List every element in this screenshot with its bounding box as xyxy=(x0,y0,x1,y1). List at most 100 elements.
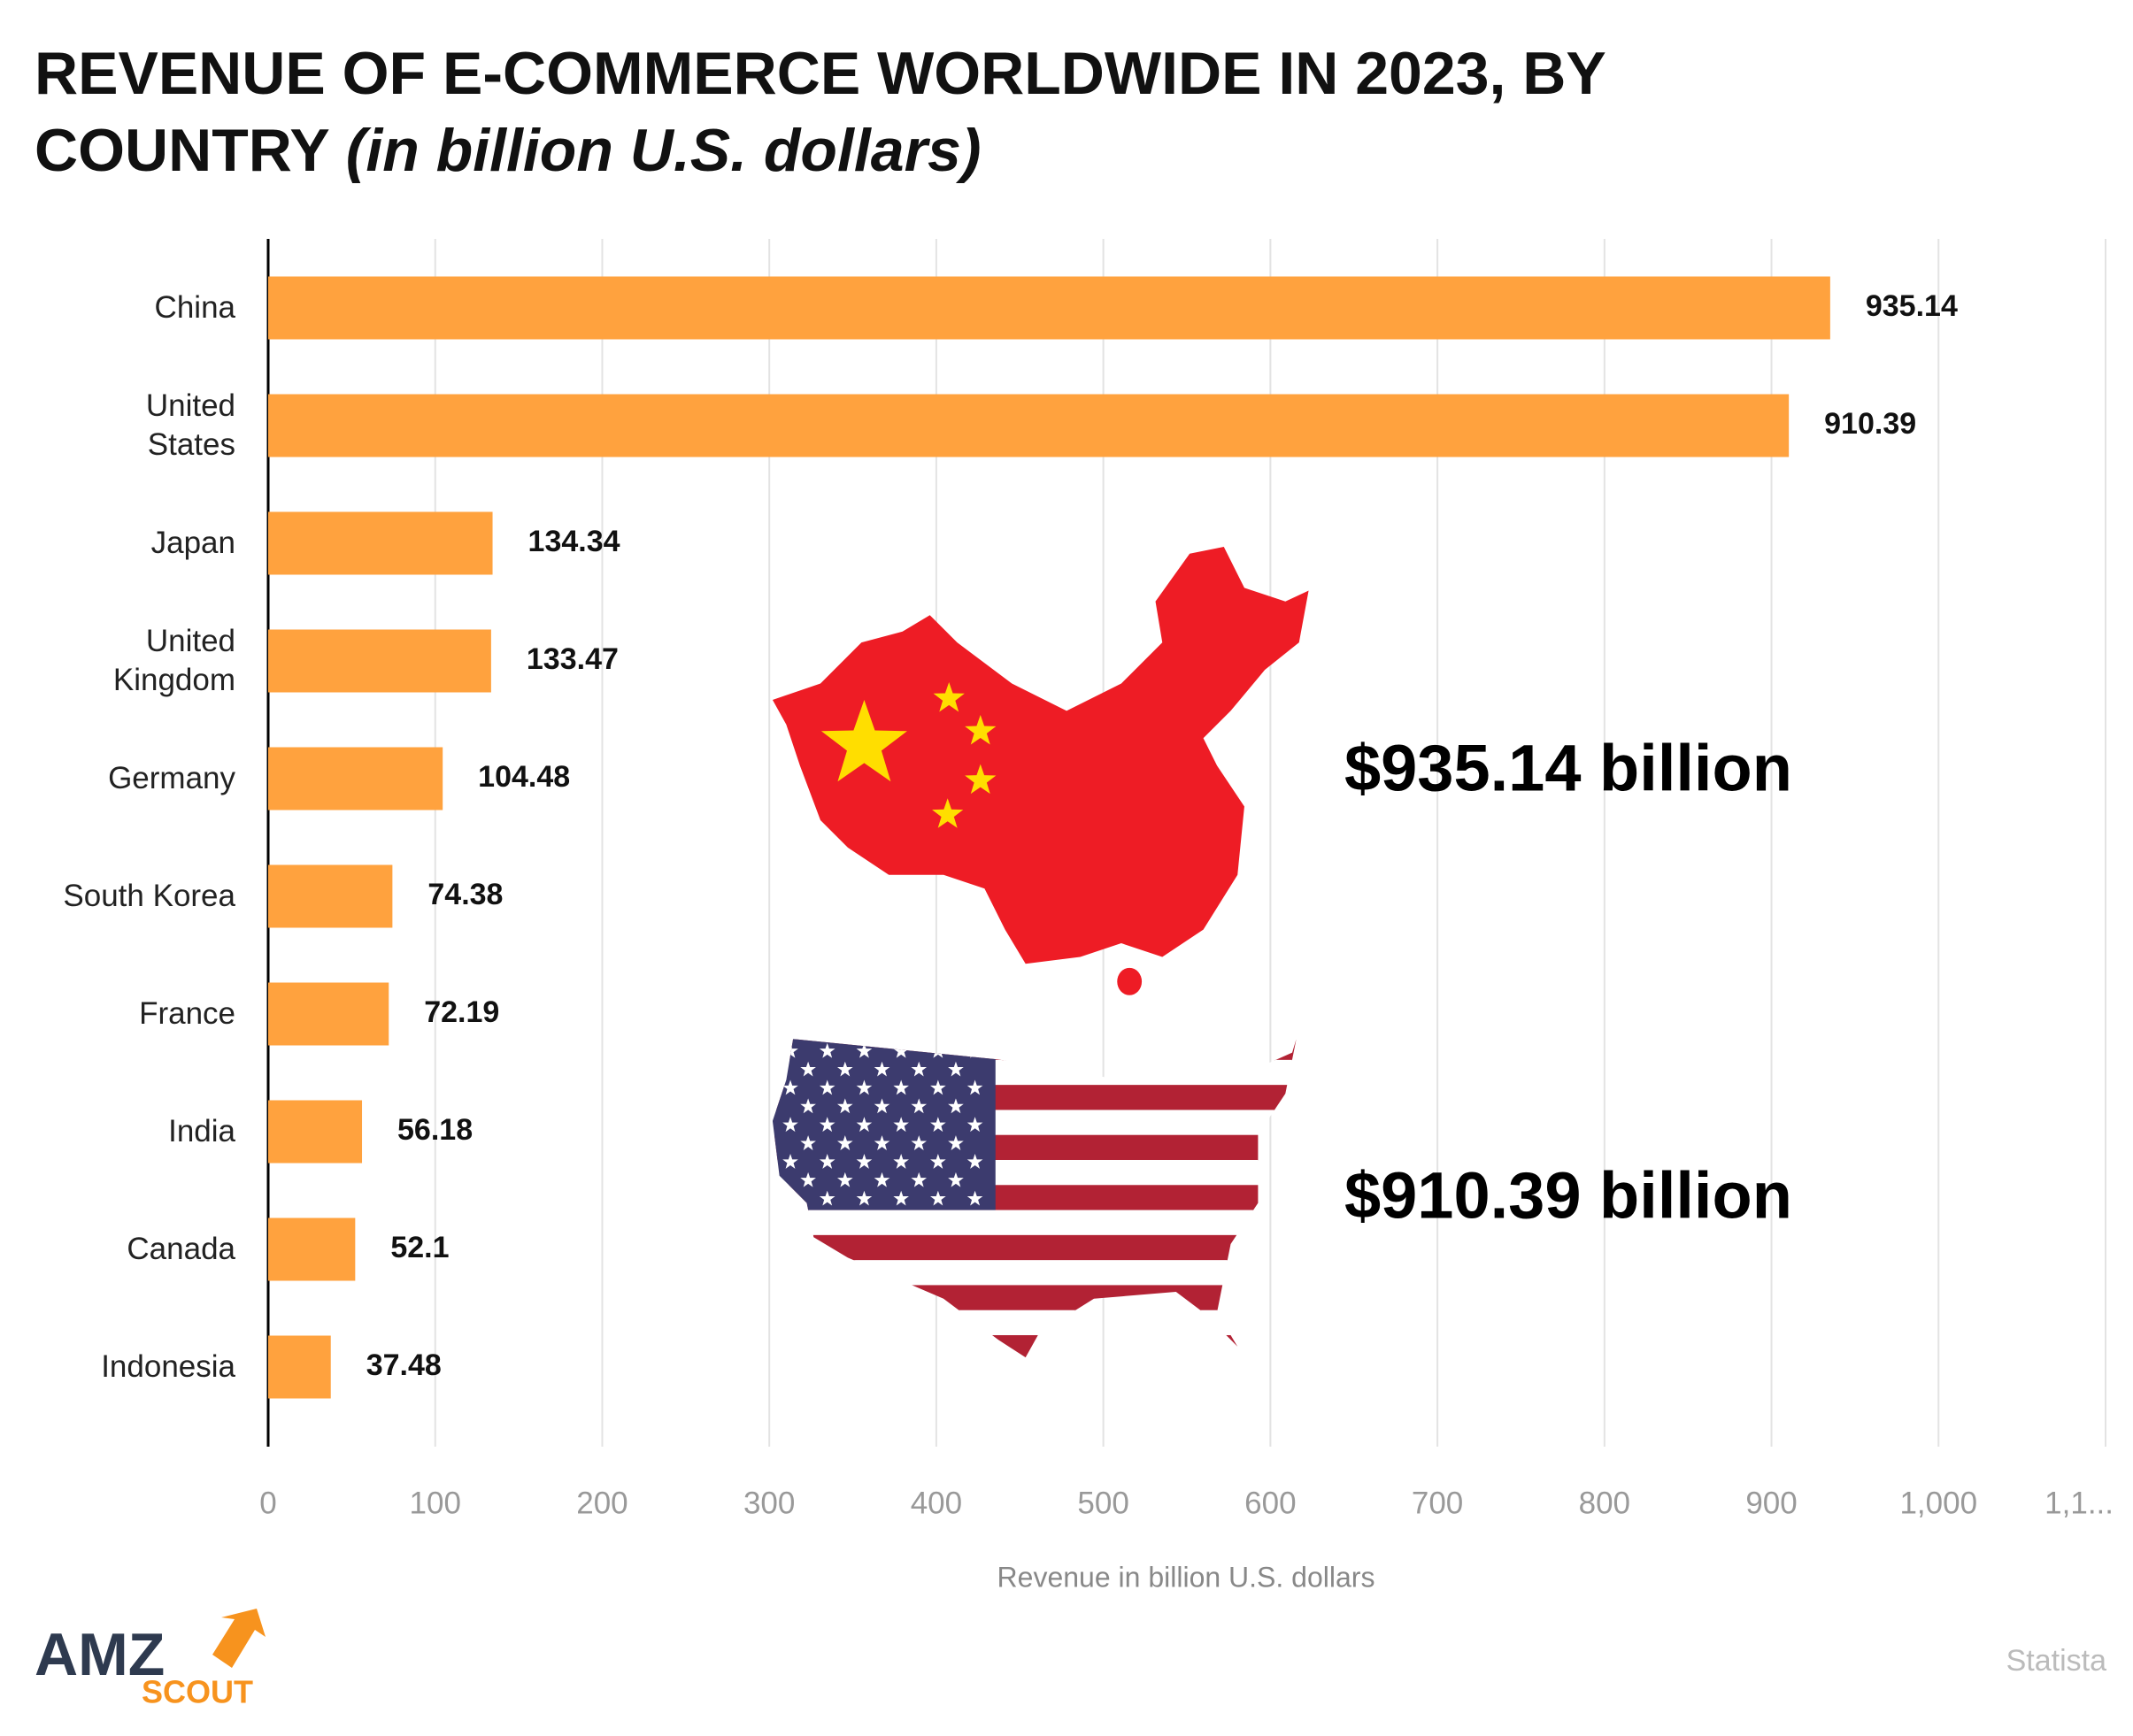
bar xyxy=(268,982,389,1046)
logo-amz: AMZ xyxy=(35,1621,165,1688)
flag-star xyxy=(800,1098,816,1114)
flag-star xyxy=(819,1117,835,1133)
flag-star xyxy=(930,1117,946,1133)
flag-star xyxy=(782,1117,798,1133)
flag-star xyxy=(800,1061,816,1077)
value-label: 74.38 xyxy=(427,878,503,911)
flag-star xyxy=(837,1061,853,1077)
x-tick-label: 0 xyxy=(259,1486,276,1520)
flag-star xyxy=(893,1042,909,1058)
logo-scout: SCOUT xyxy=(142,1674,253,1710)
hainan xyxy=(1117,967,1143,995)
annotation: $935.14 billion xyxy=(1344,732,1792,805)
x-tick-label: 100 xyxy=(410,1486,461,1520)
bar xyxy=(268,1100,363,1164)
flag-star xyxy=(911,1171,928,1187)
bar xyxy=(268,629,491,693)
flag-star xyxy=(911,1098,928,1114)
logo-arrow xyxy=(212,1609,266,1668)
flag-star xyxy=(893,1079,909,1095)
flag-star xyxy=(800,1171,816,1187)
x-tick-label: 900 xyxy=(1745,1486,1797,1520)
y-tick-label: Japan xyxy=(150,526,235,560)
flag-star xyxy=(874,1171,890,1187)
flag-star xyxy=(930,1153,946,1169)
x-tick-label: 600 xyxy=(1244,1486,1296,1520)
value-label: 52.1 xyxy=(390,1231,449,1264)
flag-star xyxy=(819,1190,835,1206)
bar xyxy=(268,511,493,575)
flag-star xyxy=(819,1153,835,1169)
title-note: (in billion U.S. dollars) xyxy=(345,117,982,184)
y-tick-label: India xyxy=(168,1114,235,1148)
value-label: 104.48 xyxy=(478,760,570,794)
flag-star xyxy=(856,1153,873,1169)
y-tick-label: China xyxy=(154,290,235,325)
stripe xyxy=(772,1260,1297,1287)
star xyxy=(932,798,964,828)
flag-star xyxy=(966,1153,983,1169)
flag-star xyxy=(819,1042,835,1058)
value-label: 134.34 xyxy=(528,525,620,558)
bar xyxy=(268,276,1830,340)
x-tick-label: 200 xyxy=(576,1486,628,1520)
star xyxy=(933,681,965,712)
bar xyxy=(268,394,1790,457)
x-tick-label: 800 xyxy=(1579,1486,1630,1520)
flag-star xyxy=(930,1079,946,1095)
y-tick-label: Canada xyxy=(127,1232,235,1266)
flag-star xyxy=(782,1153,798,1169)
stripe xyxy=(772,1310,1297,1336)
flag-star xyxy=(966,1042,983,1058)
us-flag xyxy=(772,1039,1297,1358)
y-tick-label: United States xyxy=(145,388,235,462)
value-label: 935.14 xyxy=(1866,289,1958,323)
y-tick-label: France xyxy=(139,996,235,1031)
x-tick-label: 700 xyxy=(1412,1486,1463,1520)
us-map xyxy=(772,1039,1297,1358)
flag-star xyxy=(874,1135,890,1150)
flag-star xyxy=(856,1042,873,1058)
flag-star xyxy=(837,1098,853,1114)
bar xyxy=(268,864,393,928)
flag-star xyxy=(948,1171,964,1187)
bar xyxy=(268,1218,356,1281)
flag-star xyxy=(948,1098,964,1114)
star xyxy=(965,715,997,745)
flag-star xyxy=(874,1098,890,1114)
y-tick-label: United Kingdom xyxy=(112,624,235,697)
value-label: 133.47 xyxy=(527,642,619,676)
flag-star xyxy=(782,1079,798,1095)
annotation: $910.39 billion xyxy=(1344,1159,1792,1233)
flag-star xyxy=(893,1153,909,1169)
flag-star xyxy=(911,1135,928,1150)
china-stars xyxy=(820,681,997,828)
value-label: 72.19 xyxy=(424,995,499,1029)
stripe xyxy=(772,1334,1297,1358)
y-tick-label: Germany xyxy=(108,761,235,795)
x-tick-label: 500 xyxy=(1077,1486,1128,1520)
stripe xyxy=(772,1210,1297,1236)
flag-star xyxy=(819,1079,835,1095)
flag-star xyxy=(948,1135,964,1150)
flag-star xyxy=(837,1135,853,1150)
source: Statista xyxy=(2006,1644,2106,1678)
flag-star xyxy=(874,1061,890,1077)
flag-star xyxy=(856,1190,873,1206)
bar xyxy=(268,747,443,810)
flag-star xyxy=(948,1061,964,1077)
stripe xyxy=(772,1234,1297,1261)
flag-star xyxy=(893,1117,909,1133)
value-label: 56.18 xyxy=(397,1113,473,1147)
flag-star xyxy=(782,1190,798,1206)
title-main: REVENUE OF E-COMMERCE WORLDWIDE IN 2023,… xyxy=(35,40,1606,184)
flag-star xyxy=(966,1117,983,1133)
x-axis-title: Revenue in billion U.S. dollars xyxy=(997,1561,1375,1593)
x-tick-label: 1,000 xyxy=(1899,1486,1977,1520)
star xyxy=(820,700,907,782)
value-label: 37.48 xyxy=(366,1348,442,1382)
flag-star xyxy=(837,1171,853,1187)
flag-star xyxy=(911,1061,928,1077)
